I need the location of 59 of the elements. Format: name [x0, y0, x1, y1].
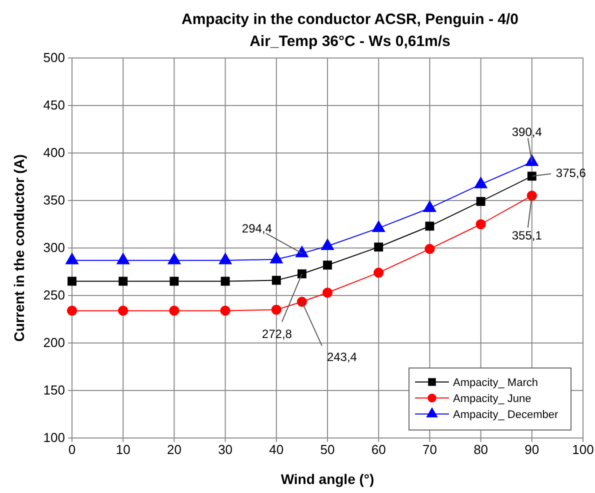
point — [374, 242, 384, 252]
y-tick-label: 100 — [43, 430, 65, 446]
x-tick-label: 70 — [422, 442, 437, 458]
x-tick-label: 0 — [68, 442, 76, 458]
x-tick-label: 100 — [572, 442, 594, 458]
point — [526, 190, 537, 201]
x-tick-label: 40 — [269, 442, 284, 458]
point — [66, 306, 78, 316]
point — [272, 276, 281, 285]
point — [323, 260, 332, 270]
point — [425, 222, 434, 231]
point — [118, 276, 128, 286]
data-label: 272,8 — [262, 326, 292, 341]
point — [169, 306, 180, 316]
point — [118, 306, 128, 316]
data-label: 243,4 — [326, 350, 358, 364]
point — [271, 304, 282, 315]
legend-label: Ampacity_ June — [453, 393, 532, 405]
x-tick-label: 90 — [524, 442, 540, 458]
x-tick-label: 60 — [371, 442, 386, 458]
chart-title: Ampacity in the conductor ACSR, Penguin - 4/0 — [182, 11, 518, 28]
x-tick-label: 50 — [320, 442, 335, 458]
y-tick-label: 300 — [43, 240, 65, 256]
point — [527, 172, 536, 181]
point — [374, 268, 384, 278]
y-tick-label: 200 — [43, 335, 65, 350]
point — [297, 269, 306, 278]
point — [322, 288, 333, 298]
y-tick-label: 150 — [43, 382, 65, 398]
data-label: 355,1 — [512, 228, 542, 243]
data-label: 294,4 — [242, 221, 272, 236]
x-tick-label: 10 — [116, 442, 130, 458]
data-label: 375,6 — [556, 166, 586, 180]
point — [68, 276, 76, 286]
point — [296, 296, 307, 307]
legend-label: Ampacity_ December — [453, 409, 558, 421]
y-tick-label: 500 — [43, 50, 65, 66]
point — [476, 196, 486, 206]
y-axis-title: Current in the conductor (A) — [11, 154, 27, 342]
y-tick-label: 250 — [43, 288, 65, 303]
y-tick-label: 400 — [43, 145, 65, 160]
x-tick-label: 30 — [218, 442, 233, 458]
x-axis-title: Wind angle (°) — [280, 471, 374, 487]
point — [474, 176, 488, 188]
point — [424, 244, 435, 254]
point — [525, 154, 539, 166]
chart-subtitle: Air_Temp 36°C - Ws 0,61m/s — [250, 33, 450, 50]
legend-label: Ampacity_ March — [453, 377, 538, 389]
point — [320, 238, 334, 250]
y-tick-label: 350 — [43, 192, 65, 208]
y-tick-label: 450 — [43, 98, 65, 113]
data-label: 390,4 — [512, 125, 542, 140]
point — [422, 200, 436, 212]
point — [476, 219, 486, 230]
x-tick-label: 20 — [166, 442, 182, 458]
point — [170, 276, 179, 286]
x-tick-label: 80 — [474, 442, 488, 458]
point — [220, 306, 230, 316]
point — [220, 276, 230, 286]
